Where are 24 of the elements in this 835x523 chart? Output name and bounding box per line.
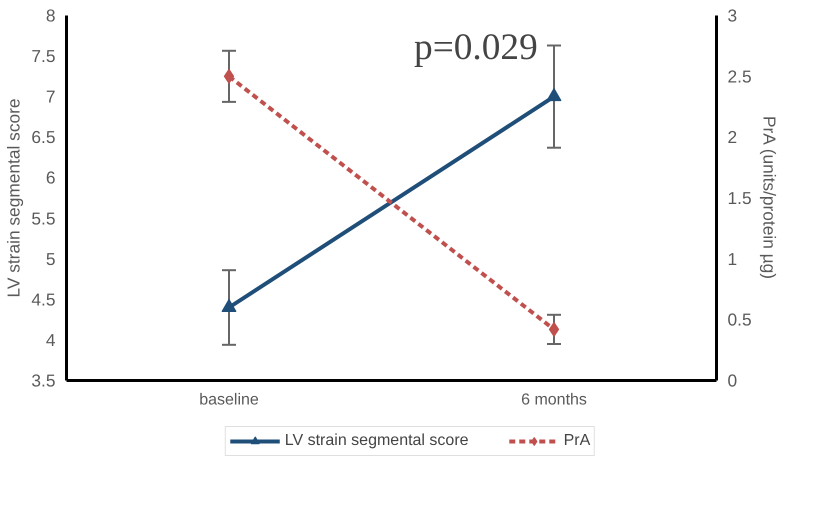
y2-tick-label: 1.5 [728, 188, 752, 208]
y-tick-label: 5.5 [31, 208, 56, 228]
annotation: p=0.029 [414, 27, 538, 68]
x-tick-label: 6 months [521, 392, 587, 408]
y-tick-label: 7.5 [31, 46, 56, 66]
y-tick-label: 8 [46, 6, 56, 26]
y2-tick-label: 1 [728, 248, 738, 269]
y-tick-label: 7 [46, 86, 56, 107]
y-tick-label: 6 [46, 168, 56, 188]
y2-tick-label: 2 [728, 127, 738, 148]
y-tick-label: 4 [46, 330, 56, 350]
y2-tick-label: 2.5 [728, 66, 752, 86]
y2-tick-label: 0 [728, 370, 738, 390]
y-axis-title: LV strain segmental score [3, 98, 24, 298]
y2-tick-label: 0.5 [728, 310, 752, 330]
y-tick-label: 5 [46, 248, 56, 269]
y-tick-label: 3.5 [31, 370, 56, 390]
legend-label: LV strain segmental score [284, 432, 469, 450]
y-tick-label: 6.5 [31, 127, 56, 148]
y-tick-label: 4.5 [31, 289, 56, 310]
y2-tick-label: 3 [728, 6, 738, 26]
x-tick-label: baseline [199, 392, 259, 408]
legend-label: PrA [564, 432, 590, 450]
y2-axis-title: PrA (units/protein µg) [760, 116, 780, 280]
